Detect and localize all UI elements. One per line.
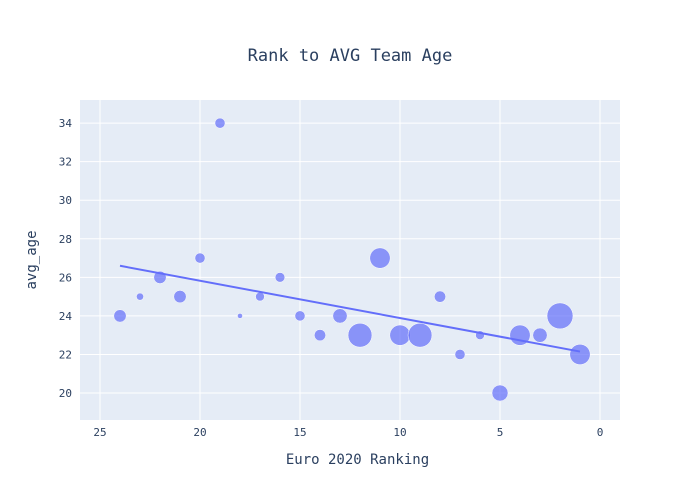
y-tick-label: 30 xyxy=(59,194,72,207)
x-tick-label: 5 xyxy=(497,426,504,439)
data-point xyxy=(113,309,127,323)
data-point xyxy=(274,272,286,283)
x-tick-label: 10 xyxy=(393,426,406,439)
y-tick-label: 26 xyxy=(59,271,72,284)
y-tick-label: 22 xyxy=(59,348,72,361)
data-point xyxy=(569,344,591,365)
data-point xyxy=(532,327,548,343)
data-point xyxy=(214,117,226,129)
data-point xyxy=(332,308,348,324)
chart-title: Rank to AVG Team Age xyxy=(247,46,453,66)
data-point xyxy=(347,322,373,348)
data-point xyxy=(454,349,466,360)
y-tick-label: 34 xyxy=(59,117,73,130)
data-point xyxy=(389,324,411,346)
data-point xyxy=(255,291,265,302)
x-tick-label: 0 xyxy=(597,426,604,439)
data-point xyxy=(136,292,144,301)
data-point xyxy=(314,329,326,342)
data-point xyxy=(491,384,509,402)
x-tick-label: 15 xyxy=(293,426,306,439)
data-point xyxy=(546,302,574,330)
trend-line xyxy=(119,264,581,353)
data-point xyxy=(237,313,243,319)
plot-area-background xyxy=(80,100,620,420)
data-point xyxy=(194,252,206,264)
data-point xyxy=(173,290,187,304)
data-point xyxy=(434,290,446,303)
data-point xyxy=(407,322,433,348)
data-point xyxy=(294,310,306,322)
x-axis-label: Euro 2020 Ranking xyxy=(285,452,430,468)
y-tick-label: 24 xyxy=(59,310,73,323)
y-tick-label: 32 xyxy=(59,156,72,169)
x-tick-label: 25 xyxy=(93,426,106,439)
y-tick-label: 28 xyxy=(59,233,72,246)
data-point xyxy=(369,247,391,269)
y-axis-label: avg_age xyxy=(24,230,40,290)
y-tick-label: 20 xyxy=(59,387,72,400)
x-tick-label: 20 xyxy=(193,426,206,439)
